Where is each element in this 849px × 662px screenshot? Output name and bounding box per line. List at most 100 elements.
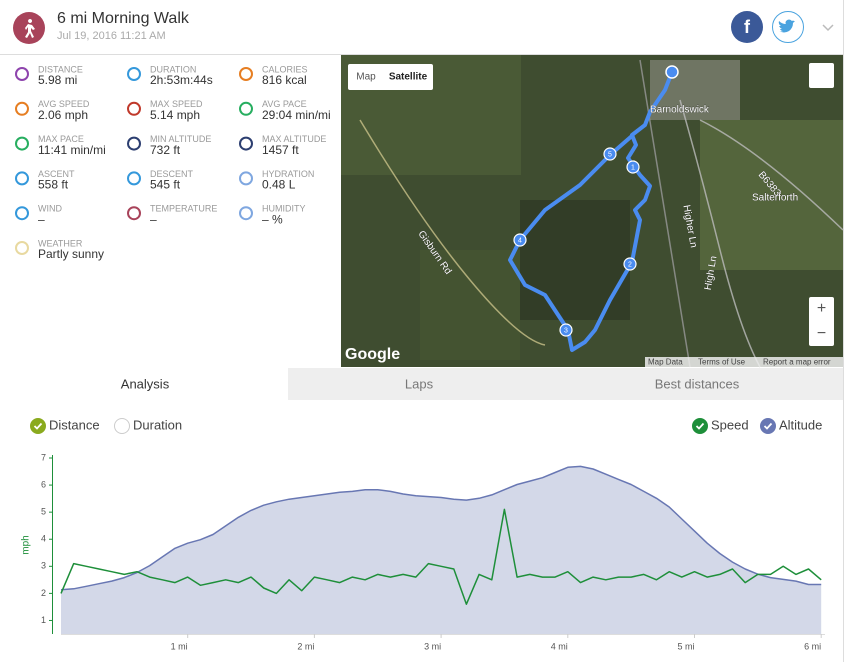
toggle[interactable] [692,418,708,434]
stat-value: 545 ft [150,178,181,192]
date: Jul 19, 2016 11:21 AM [57,30,166,42]
chart: Distance Duration Speed Altitude mph 1 2 3 4 5 6 7 1… [21,417,825,651]
toggle[interactable] [760,418,776,434]
tab[interactable]: Analysis [121,376,170,391]
stat-label: HYDRATION [262,169,314,179]
stat-icon [15,206,29,221]
stat-value: – [38,212,45,226]
map-type-control [348,64,433,90]
stat-label: MAX SPEED [150,99,203,109]
stat-value: Partly sunny [38,247,104,261]
route-marker-label: 3 [564,327,568,334]
place-label: Salterforth [752,193,798,204]
route-marker [559,323,573,337]
toggle-label[interactable]: Speed [711,417,749,432]
toggle[interactable] [30,418,46,434]
stat-icon [127,206,141,221]
route-marker-label: 2 [628,261,632,268]
y-tick-label: 3 [41,561,46,571]
stat-value: 558 ft [38,178,69,192]
y-tick-label: 6 [41,479,46,489]
stat-icon [15,241,29,255]
stat-value: – [150,212,157,226]
y-axis-title: mph [21,535,32,554]
stat-icon [239,136,253,151]
stat-value: 11:41 min/mi [38,143,106,157]
map-road [359,119,546,346]
active-tab [0,368,288,400]
x-tick-label: 3 mi [424,641,441,651]
route-marker [626,160,640,174]
stat-icon [127,101,141,116]
y-tick-label: 7 [41,452,46,462]
map-road [699,119,844,231]
zoom-in[interactable]: + [817,300,826,317]
fullscreen-button[interactable] [809,63,834,88]
stat-value: 2h:53m:44s [150,73,213,87]
map-terrain [420,250,520,360]
stat-label: WEATHER [38,238,83,248]
y-tick-label: 1 [41,615,46,625]
stat-value: 732 ft [150,143,181,157]
stat-label: HUMIDITY [262,204,306,214]
map-road [679,99,761,368]
route-marker-label: 1 [631,164,635,171]
route-marker [603,147,617,161]
stat-icon [239,67,253,81]
stat-label: DESCENT [150,169,194,179]
stat-value: 5.14 mph [150,108,200,122]
toggle[interactable] [114,418,130,434]
stat-value: 816 kcal [262,73,307,87]
stat-label: MAX ALTITUDE [262,134,326,144]
stat-icon [127,171,141,186]
walk-glyph [25,19,35,38]
stat-label: MIN ALTITUDE [150,134,211,144]
facebook-button[interactable] [731,11,763,43]
toggle-check [695,422,705,430]
toggle-label[interactable]: Altitude [779,417,822,432]
stat-icon [15,136,29,151]
zoom-out[interactable]: − [817,325,826,342]
place-label: Barnoldswick [650,105,710,116]
stat-value: 29:04 min/mi [262,108,331,122]
satellite-button[interactable]: Satellite [389,72,428,83]
stat-label: MAX PACE [38,134,84,144]
area [61,466,822,634]
stat-icon [15,67,29,81]
x-tick-label: 4 mi [551,641,568,651]
x-tick-label: 6 mi [804,641,821,651]
stat-label: CALORIES [262,64,308,74]
stat-icon [15,101,29,116]
stat-value: – % [262,212,283,226]
stat-label: DURATION [150,64,196,74]
stat-icon [15,171,29,186]
x-tick-label: 2 mi [297,641,314,651]
route-marker-label: 5 [608,151,612,158]
stat-value: 1457 ft [262,143,299,157]
stat-icon [127,136,141,151]
x-tick-label: 5 mi [677,641,694,651]
stat-label: WIND [38,204,62,214]
toggle-check [33,422,43,430]
zoom-control [809,297,834,346]
tab[interactable]: Best distances [655,376,740,391]
stat-value: 2.06 mph [38,108,88,122]
expand-chevron[interactable] [822,24,834,32]
tab[interactable]: Laps [405,376,434,391]
toggle-check [763,422,773,430]
y-tick-label: 2 [41,588,46,598]
stat-icon [239,171,253,186]
toggle-label[interactable]: Distance [49,417,100,432]
toggle-label[interactable]: Duration [133,417,182,432]
map-footer-link[interactable]: Map Data [648,358,683,367]
stat-value: 5.98 mi [38,73,77,87]
start-marker [665,65,679,79]
map-footer-link[interactable]: Terms of Use [698,358,746,367]
map-terrain [700,120,843,270]
line [60,508,822,605]
map-button[interactable]: Map [356,72,376,83]
map-footer-link[interactable]: Report a map error [763,358,831,367]
stat-icon [239,101,253,116]
